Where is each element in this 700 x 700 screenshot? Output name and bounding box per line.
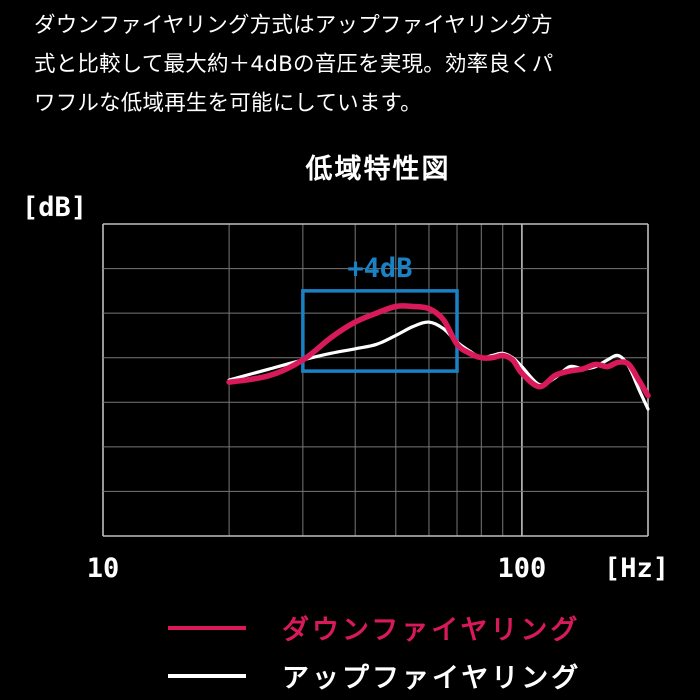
intro-line: ワフルな低域再生を可能にしています。	[34, 91, 422, 116]
legend-swatch-downfiring	[168, 625, 246, 630]
chart-grid	[102, 223, 649, 537]
y-axis-label: [dB]	[22, 192, 87, 223]
series-line-downfiring	[226, 303, 651, 399]
legend-item-downfiring: ダウンファイヤリング	[168, 608, 648, 647]
x-tick-label: 10	[87, 553, 120, 584]
annotation-box	[301, 289, 459, 373]
intro-text: ダウンファイヤリング方式はアップファイヤリング方 式と比較して最大約＋4dBの音…	[34, 6, 674, 123]
legend-swatch-upfiring	[168, 673, 246, 678]
annotation-label: +4dB	[347, 253, 412, 284]
chart-annotation: +4dB	[301, 253, 459, 373]
chart-series	[226, 303, 651, 411]
legend-item-upfiring: アップファイヤリング	[168, 656, 648, 695]
legend-label-upfiring: アップファイヤリング	[282, 663, 582, 694]
x-tick-labels: 10 100	[87, 553, 547, 584]
x-tick-label: 100	[498, 553, 547, 584]
x-axis-label: [Hz]	[604, 553, 669, 584]
chart-title: 低域特性図	[305, 154, 451, 185]
legend-label-downfiring: ダウンファイヤリング	[282, 615, 581, 646]
intro-line: 式と比較して最大約＋4dBの音圧を実現。効率良くパ	[34, 52, 554, 77]
intro-line: ダウンファイヤリング方式はアップファイヤリング方	[34, 13, 553, 38]
